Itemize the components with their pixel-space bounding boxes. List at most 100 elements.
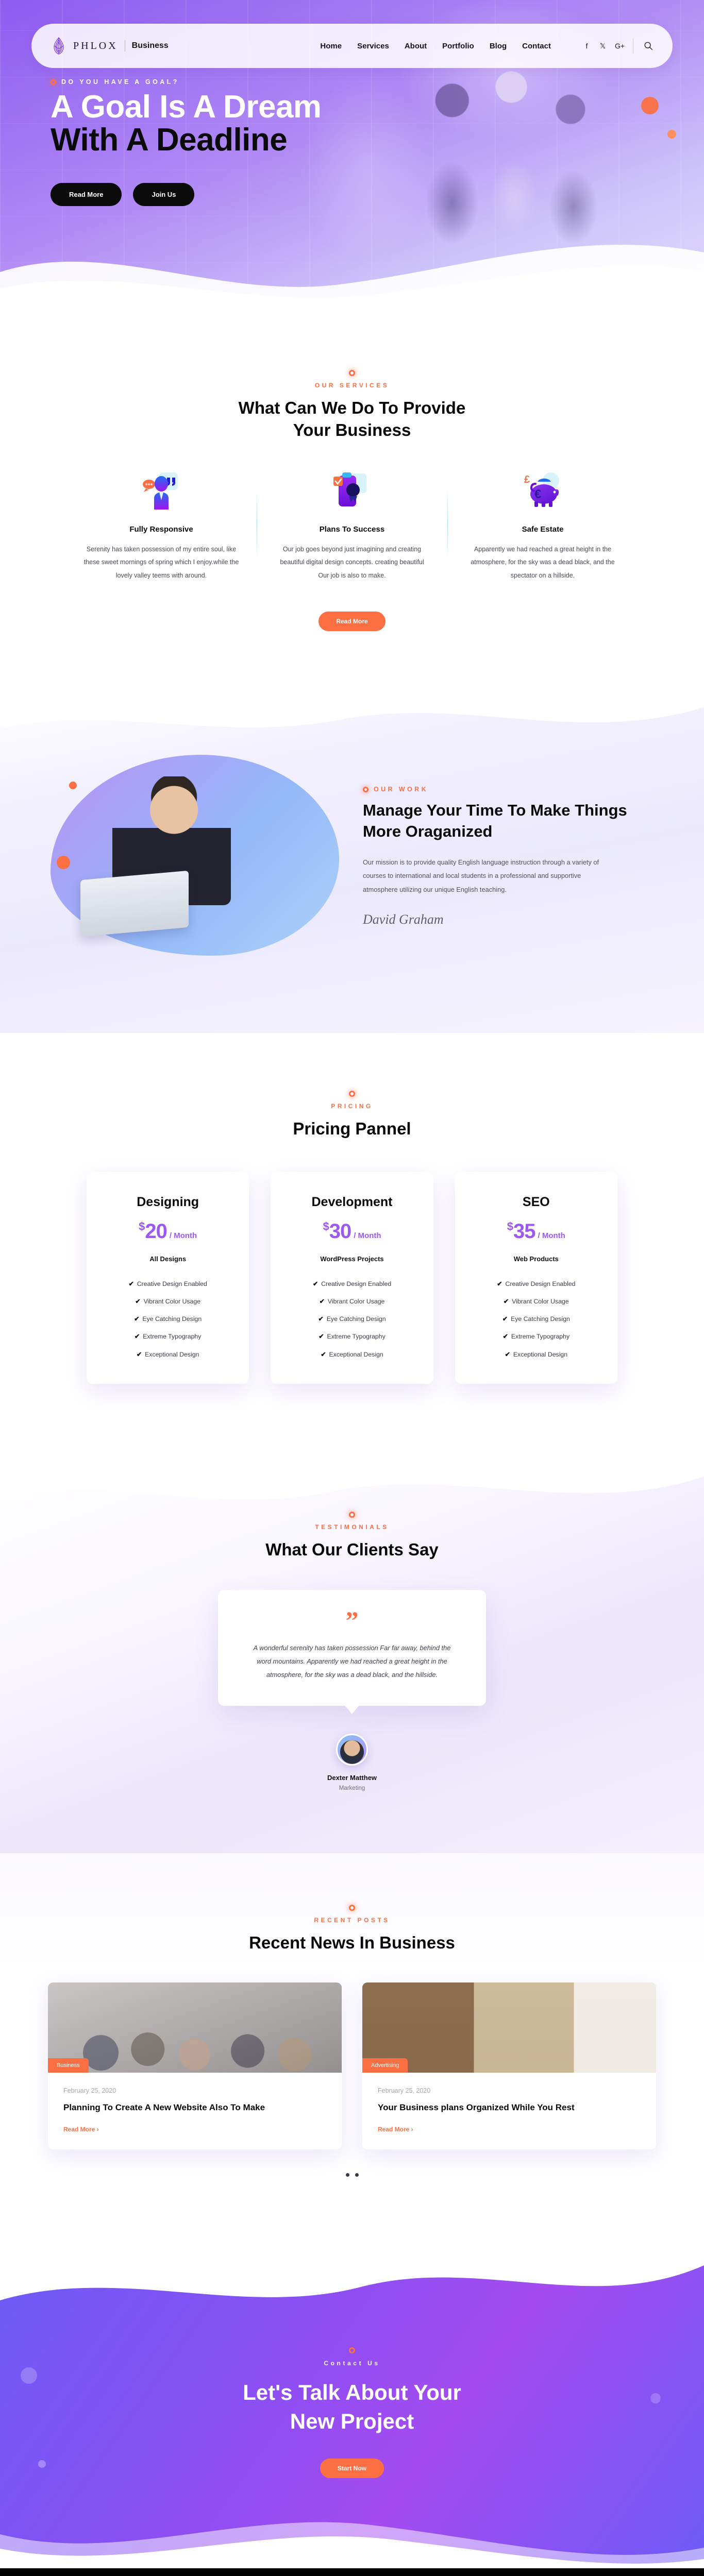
twitter-icon[interactable]: 𝕏 bbox=[599, 41, 606, 50]
ring-dot-icon bbox=[349, 370, 355, 376]
services-title-line2: Your Business bbox=[293, 420, 411, 439]
check-icon: ✔ bbox=[318, 1315, 324, 1323]
plan-feature: ✔ Extreme Typography bbox=[468, 1328, 604, 1345]
pricing-card[interactable]: Development $30/ Month WordPress Project… bbox=[271, 1172, 433, 1384]
blog-read-more-link[interactable]: Read More › bbox=[63, 2126, 99, 2133]
plan-feature: ✔ Exceptional Design bbox=[468, 1346, 604, 1363]
site-footer: PHLOX Business Home Services About Portf… bbox=[0, 2568, 704, 2576]
plan-feature: ✔ Extreme Typography bbox=[100, 1328, 236, 1345]
blog-date: February 25, 2020 bbox=[63, 2087, 116, 2095]
plan-feature-label: Extreme Typography bbox=[511, 1333, 570, 1341]
hero-heading-line1: A Goal Is A Dream bbox=[51, 89, 322, 125]
check-icon: ✔ bbox=[502, 1315, 508, 1323]
plan-feature: ✔ Vibrant Color Usage bbox=[284, 1293, 420, 1310]
pricing-section: PRICING Pricing Pannel Designing $20/ Mo… bbox=[0, 1032, 704, 1456]
blog-thumbnail: Business bbox=[48, 1982, 342, 2073]
avatar bbox=[336, 1733, 368, 1766]
plan-feature: ✔ Exceptional Design bbox=[284, 1346, 420, 1363]
blog-card[interactable]: Business February 25, 2020 Planning To C… bbox=[48, 1982, 342, 2150]
blog-kicker: RECENT POSTS bbox=[314, 1916, 390, 1924]
googleplus-icon[interactable]: G+ bbox=[615, 42, 625, 50]
plan-amount: 30 bbox=[329, 1219, 351, 1243]
pricing-card[interactable]: Designing $20/ Month All Designs ✔ Creati… bbox=[87, 1172, 249, 1384]
plan-feature: ✔ Vibrant Color Usage bbox=[100, 1293, 236, 1310]
clipboard-check-icon bbox=[329, 471, 375, 510]
services-header: OUR SERVICES What Can We Do To Provide Y… bbox=[0, 370, 704, 442]
search-icon[interactable] bbox=[644, 41, 653, 50]
pricing-kicker: PRICING bbox=[331, 1102, 373, 1110]
work-title: Manage Your Time To Make Things More Ora… bbox=[363, 801, 627, 841]
check-icon: ✔ bbox=[319, 1333, 324, 1341]
nav-item-services[interactable]: Services bbox=[357, 41, 389, 50]
plan-price: $30/ Month bbox=[284, 1221, 420, 1242]
plan-period: / Month bbox=[169, 1231, 197, 1240]
testimonial-author-name: Dexter Matthew bbox=[327, 1773, 377, 1782]
service-text: Our job goes beyond just imagining and c… bbox=[280, 545, 424, 580]
carousel-dot-2[interactable] bbox=[355, 2173, 359, 2177]
join-us-button[interactable]: Join Us bbox=[133, 182, 195, 206]
hero-bottom-wave bbox=[0, 245, 704, 309]
plan-feature-label: Eye Catching Design bbox=[142, 1315, 202, 1323]
brand-logo[interactable]: PHLOX Business bbox=[51, 37, 169, 55]
plan-currency: $ bbox=[323, 1219, 329, 1233]
nav-item-home[interactable]: Home bbox=[320, 41, 342, 50]
plan-price: $20/ Month bbox=[100, 1221, 236, 1242]
blog-category-badge[interactable]: Advertising bbox=[362, 2058, 408, 2073]
hero-heading-line2: With A Deadline bbox=[51, 122, 288, 158]
blog-post-title[interactable]: Your Business plans Organized While You … bbox=[378, 2103, 575, 2113]
nav-item-about[interactable]: About bbox=[404, 41, 427, 50]
ring-dot-icon bbox=[363, 786, 368, 792]
service-text: Apparently we had reached a great height… bbox=[471, 545, 615, 580]
blog-read-more-link[interactable]: Read More › bbox=[378, 2126, 413, 2133]
testimonial-quote: A wonderful serenity has taken possessio… bbox=[253, 1643, 451, 1679]
blog-grid: Business February 25, 2020 Planning To C… bbox=[48, 1982, 656, 2150]
svg-text:£: £ bbox=[524, 474, 530, 485]
plan-name: SEO bbox=[522, 1194, 550, 1209]
testimonial-card: ” A wonderful serenity has taken possess… bbox=[218, 1589, 486, 1706]
services-cta-wrap: Read More bbox=[0, 611, 704, 631]
plan-currency: $ bbox=[139, 1219, 145, 1233]
services-title: What Can We Do To Provide Your Business bbox=[0, 397, 704, 442]
blog-category-badge[interactable]: Business bbox=[48, 2058, 89, 2073]
start-now-button[interactable]: Start Now bbox=[320, 2459, 384, 2479]
plan-feature-label: Extreme Typography bbox=[327, 1333, 385, 1341]
nav-item-blog[interactable]: Blog bbox=[489, 41, 507, 50]
testimonials-kicker: TESTIMONIALS bbox=[315, 1523, 389, 1531]
check-icon: ✔ bbox=[503, 1297, 509, 1305]
cta-heading-line1: Let's Talk About Your bbox=[243, 2380, 461, 2404]
work-decor-dot-small bbox=[69, 781, 77, 789]
testimonials-title: What Our Clients Say bbox=[265, 1540, 439, 1560]
testimonials-section: TESTIMONIALS What Our Clients Say ” A wo… bbox=[0, 1456, 704, 1853]
check-icon: ✔ bbox=[502, 1333, 508, 1341]
plan-name: Designing bbox=[137, 1194, 199, 1209]
hero-buttons: Read More Join Us bbox=[51, 182, 653, 206]
brand-subtitle: Business bbox=[131, 41, 169, 50]
ring-dot-icon bbox=[349, 1904, 355, 1911]
plan-currency: $ bbox=[507, 1219, 514, 1233]
check-icon: ✔ bbox=[505, 1350, 510, 1358]
nav-item-contact[interactable]: Contact bbox=[522, 41, 551, 50]
service-title: Fully Responsive bbox=[129, 524, 193, 534]
plan-feature-label: Eye Catching Design bbox=[511, 1315, 570, 1323]
read-more-button[interactable]: Read More bbox=[51, 182, 122, 206]
nav-item-portfolio[interactable]: Portfolio bbox=[442, 41, 474, 50]
pricing-title: Pricing Pannel bbox=[293, 1118, 411, 1138]
person-speech-bubble-icon bbox=[139, 471, 184, 510]
ring-dot-icon bbox=[51, 79, 56, 85]
carousel-dot-1[interactable] bbox=[345, 2173, 349, 2177]
hero-kicker-text: DO YOU HAVE A GOAL? bbox=[61, 78, 179, 86]
services-read-more-button[interactable]: Read More bbox=[319, 611, 385, 631]
pricing-card[interactable]: SEO $35/ Month Web Products ✔ Creative De… bbox=[455, 1172, 617, 1384]
main-navbar: PHLOX Business Home Services About Portf… bbox=[31, 24, 673, 68]
hero-kicker: DO YOU HAVE A GOAL? bbox=[51, 78, 653, 86]
plan-period: / Month bbox=[354, 1231, 381, 1240]
blog-post-title[interactable]: Planning To Create A New Website Also To… bbox=[63, 2103, 265, 2113]
facebook-icon[interactable]: f bbox=[585, 42, 588, 50]
quote-mark-icon: ” bbox=[345, 1605, 359, 1635]
hero-content: DO YOU HAVE A GOAL? A Goal Is A Dream Wi… bbox=[51, 0, 653, 206]
cta-decor-dot-b bbox=[38, 2460, 46, 2468]
blog-card[interactable]: Advertising February 25, 2020 Your Busin… bbox=[362, 1982, 656, 2150]
check-icon: ✔ bbox=[134, 1315, 140, 1323]
plan-amount: 20 bbox=[145, 1219, 167, 1243]
plan-feature-label: Vibrant Color Usage bbox=[143, 1297, 201, 1305]
